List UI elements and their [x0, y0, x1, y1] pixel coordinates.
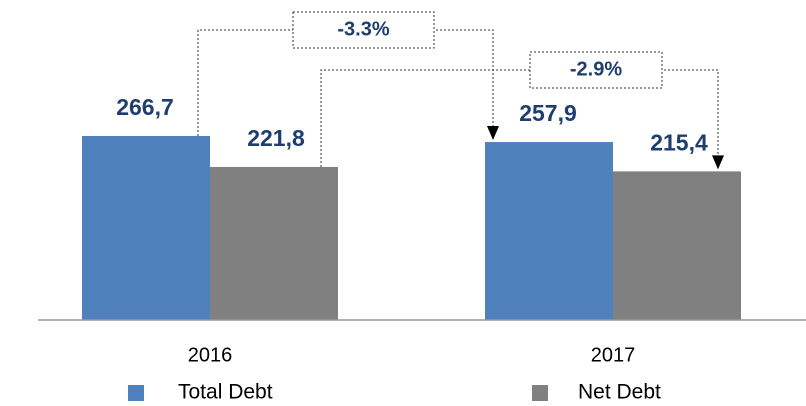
value-label: 266,7	[116, 94, 174, 120]
annotation: -2.9%	[570, 58, 622, 80]
bar	[210, 166, 338, 320]
value-label: 257,9	[519, 100, 577, 126]
bar	[82, 135, 210, 320]
legend-label: Net Debt	[578, 381, 661, 404]
annotation: -3.3%	[337, 18, 389, 40]
connector	[320, 69, 719, 167]
value-label: 215,4	[650, 129, 708, 155]
bar	[613, 171, 741, 320]
annotation-box	[292, 11, 435, 49]
legend-swatch	[532, 385, 548, 401]
x-tick-label: 2017	[591, 344, 636, 366]
bar	[485, 142, 613, 320]
arrow-head	[712, 155, 724, 170]
legend-label: Total Debt	[178, 381, 273, 404]
legend-swatch	[128, 385, 144, 401]
x-tick-label: 2016	[188, 344, 233, 366]
arrow-head	[487, 126, 499, 141]
value-label: 221,8	[247, 125, 305, 151]
annotation-box	[529, 51, 663, 89]
